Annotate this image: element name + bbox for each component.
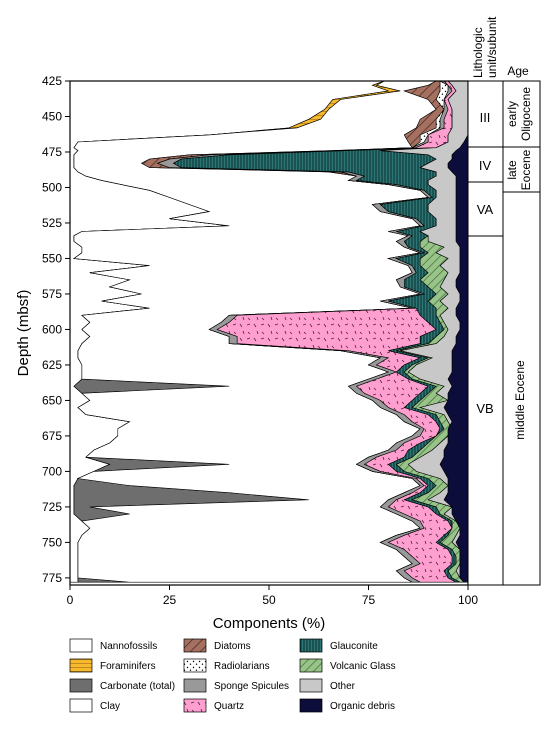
- unit-label-va: VA: [477, 202, 494, 217]
- age-middle-eocene-label: middle Eocene: [513, 360, 527, 440]
- legend-swatch: [69, 698, 93, 713]
- legend-label: Quartz: [214, 701, 244, 712]
- unit-column: III IV VA VB: [467, 80, 504, 586]
- y-tick-label: 575: [42, 287, 62, 301]
- y-tick-label: 500: [42, 180, 62, 194]
- unit-header-line2: unit/subunit: [485, 16, 499, 78]
- unit-label-iv: IV: [479, 158, 492, 173]
- legend-label: Volcanic Glass: [330, 661, 396, 672]
- age-early-label: early: [505, 101, 519, 127]
- y-tick-label: 625: [42, 358, 62, 372]
- y-tick-label: 550: [42, 251, 62, 265]
- age-header: Age: [507, 64, 529, 78]
- x-tick-label: 0: [67, 593, 74, 607]
- y-tick-label: 725: [42, 500, 62, 514]
- unit-header-line1: Lithologic: [471, 27, 485, 78]
- legend-swatch: [183, 658, 207, 673]
- legend-label: Radiolarians: [214, 661, 270, 672]
- legend-swatch: [69, 638, 93, 653]
- y-tick-label: 775: [42, 571, 62, 585]
- x-tick-label: 75: [362, 593, 376, 607]
- legend-swatch: [69, 678, 93, 693]
- y-tick-label: 425: [42, 74, 62, 88]
- legend-swatch: [69, 658, 93, 673]
- legend-swatch: [183, 698, 207, 713]
- age-eocene-label: Eocene: [519, 149, 533, 190]
- y-axis-ticks: 425 450 475 500 525 550 575 600 625 650 675 700 725 7…: [42, 74, 70, 585]
- legend-swatch: [183, 638, 207, 653]
- legend-swatch: [299, 638, 323, 653]
- legend-label: Diatoms: [214, 641, 251, 652]
- age-column: early Oligocene late Eocene middle Eocen…: [502, 80, 541, 586]
- legend: Nannofossils Foraminifers Carbonate (total…: [69, 638, 396, 713]
- legend-swatch: [299, 678, 323, 693]
- x-axis-ticks: 0 25 50 75 100: [67, 585, 478, 607]
- y-tick-label: 650: [42, 393, 62, 407]
- legend-label: Sponge Spicules: [214, 681, 289, 692]
- x-tick-label: 25: [163, 593, 177, 607]
- y-tick-label: 675: [42, 429, 62, 443]
- x-tick-label: 50: [262, 593, 276, 607]
- y-axis-label: Depth (mbsf): [15, 290, 32, 377]
- legend-label: Organic debris: [330, 701, 395, 712]
- y-tick-label: 750: [42, 535, 62, 549]
- y-tick-label: 700: [42, 464, 62, 478]
- x-axis-label: Components (%): [213, 615, 326, 632]
- y-tick-label: 525: [42, 216, 62, 230]
- y-tick-label: 475: [42, 145, 62, 159]
- legend-label: Foraminifers: [100, 661, 156, 672]
- legend-swatch: [183, 678, 207, 693]
- legend-swatch: [299, 698, 323, 713]
- legend-label: Other: [330, 681, 356, 692]
- age-late-label: late: [505, 160, 519, 180]
- unit-label-vb: VB: [476, 401, 493, 416]
- x-tick-label: 100: [458, 593, 478, 607]
- legend-label: Clay: [100, 701, 120, 712]
- unit-label-iii: III: [480, 110, 491, 125]
- legend-swatch: [299, 658, 323, 673]
- legend-label: Nannofossils: [100, 641, 157, 652]
- legend-label: Glauconite: [330, 641, 378, 652]
- component-areas: [69, 80, 469, 583]
- y-tick-label: 600: [42, 322, 62, 336]
- age-oligocene-label: Oligocene: [519, 87, 533, 141]
- y-tick-label: 450: [42, 109, 62, 123]
- legend-label: Carbonate (total): [100, 681, 175, 692]
